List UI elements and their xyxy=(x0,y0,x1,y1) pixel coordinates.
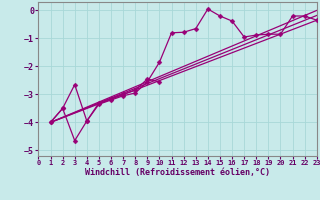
X-axis label: Windchill (Refroidissement éolien,°C): Windchill (Refroidissement éolien,°C) xyxy=(85,168,270,177)
